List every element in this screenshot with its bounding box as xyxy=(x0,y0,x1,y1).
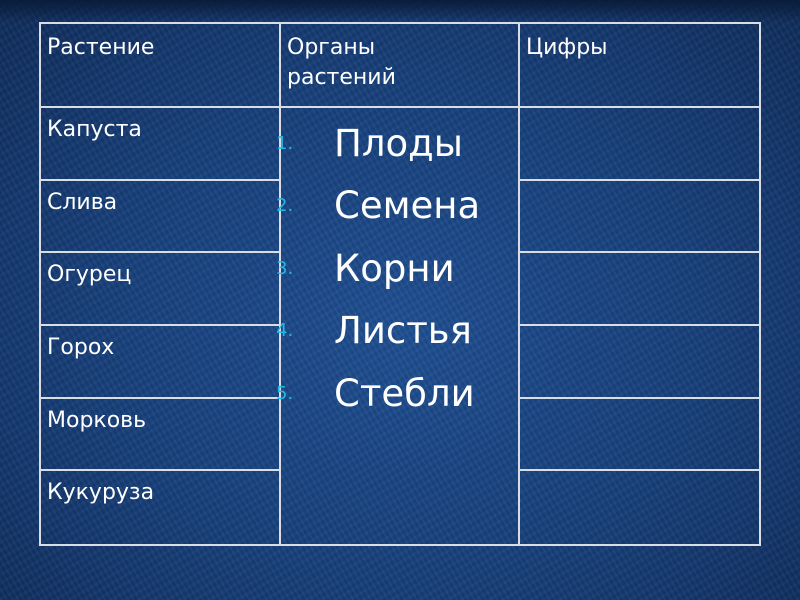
header-organs: Органы растений xyxy=(287,33,396,93)
table-border xyxy=(39,106,761,108)
organ-label: Листья xyxy=(334,309,472,353)
table-border xyxy=(39,544,761,546)
plant-cell: Капуста xyxy=(47,117,142,142)
table-border xyxy=(518,397,761,399)
header-plant: Растение xyxy=(47,35,155,60)
organ-item: 4. Листья xyxy=(276,300,480,363)
table-border xyxy=(39,179,280,181)
table-border xyxy=(39,22,761,24)
plant-cell: Морковь xyxy=(47,408,147,433)
organ-item: 3. Корни xyxy=(276,237,480,300)
organ-label: Плоды xyxy=(334,121,463,165)
organ-label: Стебли xyxy=(334,371,475,415)
plant-cell: Горох xyxy=(47,335,115,360)
table-border xyxy=(518,469,761,471)
table-border xyxy=(39,469,280,471)
organs-list: 1. Плоды 2. Семена 3. Корни 4. Листья 5. Стеб… xyxy=(276,112,480,425)
header-digits: Цифры xyxy=(526,35,608,60)
table-border xyxy=(518,251,761,253)
plant-cell: Слива xyxy=(47,190,118,215)
table-border xyxy=(518,179,761,181)
header-organs-line2: растений xyxy=(287,65,396,90)
plant-cell: Кукуруза xyxy=(47,480,155,505)
list-number: 4. xyxy=(276,320,294,342)
table-border xyxy=(39,324,280,326)
table-border xyxy=(39,397,280,399)
organ-label: Семена xyxy=(334,184,481,228)
list-number: 2. xyxy=(276,195,294,217)
table-border xyxy=(39,23,41,546)
organ-label: Корни xyxy=(334,246,455,290)
table-border xyxy=(518,23,520,546)
list-number: 1. xyxy=(276,132,294,154)
organ-item: 1. Плоды xyxy=(276,112,480,175)
table-border xyxy=(759,23,761,546)
list-number: 3. xyxy=(276,257,294,279)
table-border xyxy=(279,23,281,546)
organ-item: 2. Семена xyxy=(276,175,480,238)
organ-item: 5. Стебли xyxy=(276,362,480,425)
header-organs-line1: Органы xyxy=(287,35,376,60)
table-border xyxy=(518,324,761,326)
list-number: 5. xyxy=(276,382,294,404)
top-shade xyxy=(0,0,800,22)
table-border xyxy=(39,251,280,253)
plant-cell: Огурец xyxy=(47,262,132,287)
